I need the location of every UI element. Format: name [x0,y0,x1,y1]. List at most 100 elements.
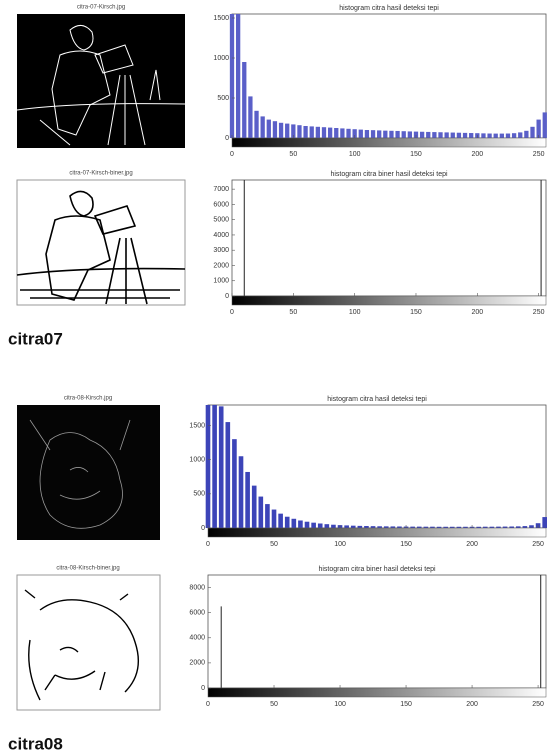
x-tick-label: 150 [400,541,412,548]
y-tick-label: 4000 [189,635,205,642]
bar [456,132,462,138]
bar [291,518,297,528]
bar [444,132,449,138]
x-tick-label: 250 [533,309,545,316]
bar [449,526,455,528]
x-tick-label: 200 [471,309,483,316]
x-tick-label: 250 [533,151,545,158]
bar [502,526,508,528]
plot-frame [207,574,547,689]
bar [251,485,257,528]
colorbar [231,295,547,306]
bar [476,526,481,528]
bar [278,122,284,138]
bar [505,133,511,138]
bar [260,116,265,138]
bar [303,126,308,138]
y-tick-label: 0 [201,525,205,532]
image [16,179,186,306]
bar [395,130,400,138]
bar [212,405,217,528]
bar [334,128,339,138]
image-title: citra-08-Kirsch.jpg [64,396,112,402]
colorbar [207,527,547,538]
bar [542,112,547,138]
bar [358,129,363,138]
y-tick-label: 5000 [213,217,229,224]
y-tick-label: 2000 [189,660,205,667]
bar [357,525,363,528]
x-tick-label: 0 [206,541,210,548]
bar [423,526,429,528]
bar [278,513,283,528]
bar [309,126,314,138]
colorbar [207,687,547,698]
x-tick-label: 150 [410,309,422,316]
y-tick-label: 500 [193,491,205,498]
bar [265,504,270,528]
bar [327,127,333,138]
x-tick-label: 50 [270,541,278,548]
bar [509,526,514,528]
image-title: citra-08-Kirsch-biner.jpg [56,566,119,572]
bar [536,119,541,138]
image [16,574,161,711]
bar [370,526,376,528]
bar [346,128,351,138]
bar [377,130,382,138]
bar [284,516,290,528]
bar [522,526,528,528]
bar [304,521,310,528]
chart-title: histogram citra hasil deteksi tepi [339,5,439,12]
bar [432,132,437,138]
bar [315,126,321,138]
bar [456,526,462,528]
bar [430,526,435,528]
bar [397,526,402,528]
bar [229,14,235,138]
bar [311,522,316,528]
chart-title: histogram citra biner hasil deteksi tepi [318,566,436,573]
bar [443,526,448,528]
x-tick-label: 100 [334,701,346,708]
bar [383,526,389,528]
image [16,14,186,148]
bar [248,96,253,138]
bar [540,575,542,688]
x-tick-label: 50 [289,151,297,158]
y-tick-label: 7000 [213,186,229,193]
bar [487,133,492,138]
bar [499,133,504,138]
bar [324,524,330,528]
y-tick-label: 0 [201,685,205,692]
bar [266,119,271,138]
chart-title: histogram citra hasil deteksi tepi [327,396,427,403]
bar [496,526,501,528]
bar [401,131,406,138]
bar [515,526,521,528]
bar [493,133,498,138]
bar [416,526,422,528]
x-tick-label: 150 [400,701,412,708]
bar [410,526,415,528]
bar [218,406,224,528]
bar [271,509,277,528]
bar [285,123,290,138]
y-tick-label: 2000 [213,262,229,269]
bar [364,130,370,138]
bar [542,517,547,528]
bar [297,125,302,138]
bar [352,129,357,138]
bar [243,180,245,296]
y-tick-label: 500 [217,95,229,102]
x-tick-label: 250 [532,541,544,548]
x-tick-label: 200 [466,541,478,548]
bar [469,133,474,138]
y-tick-label: 1500 [213,15,229,22]
bar [407,131,412,138]
plot-frame [231,179,547,297]
bar [462,132,468,138]
bar [489,526,495,528]
bar [232,439,237,528]
